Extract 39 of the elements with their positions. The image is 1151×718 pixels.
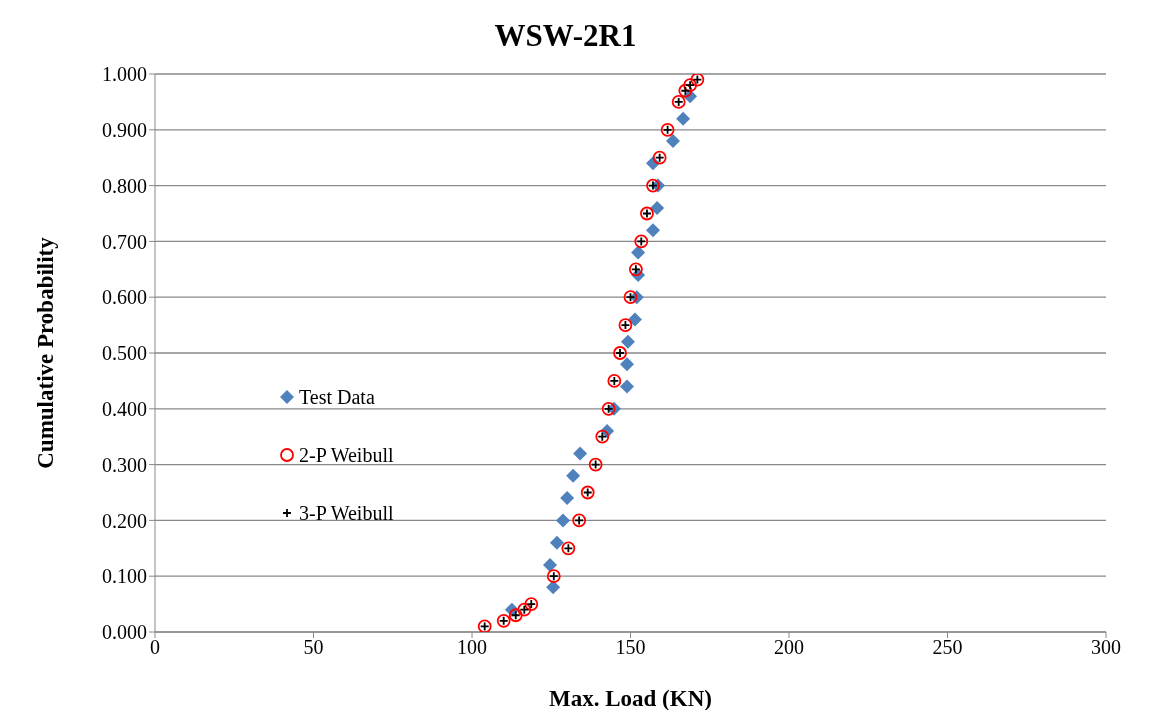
y-axis-title: Cumulative Probability [33, 236, 59, 469]
point [620, 379, 635, 394]
point [676, 111, 691, 126]
point [549, 535, 564, 550]
y-tick-label: 0.400 [102, 397, 147, 420]
point [560, 491, 575, 506]
y-tick-label: 0.600 [102, 286, 147, 309]
y-tick-label: 0.500 [102, 342, 147, 365]
chart-title: WSW-2R1 [493, 18, 638, 54]
point [573, 446, 588, 461]
legend-label: Test Data [299, 385, 375, 409]
y-tick-label: 0.100 [102, 565, 147, 588]
point [566, 468, 581, 483]
y-tick-label: 0.800 [102, 174, 147, 197]
x-tick-label: 300 [1091, 636, 1121, 659]
x-tick-label: 150 [615, 636, 646, 659]
point [646, 223, 661, 238]
x-tick-label: 200 [774, 636, 804, 659]
y-tick-label: 0.900 [102, 118, 147, 141]
x-tick-label: 50 [303, 636, 324, 659]
point [665, 133, 680, 148]
x-tick-label: 0 [150, 636, 160, 659]
point [555, 513, 570, 528]
x-tick-label: 250 [932, 636, 963, 659]
y-tick-label: 0.700 [102, 230, 147, 253]
point [620, 334, 635, 349]
y-tick-label: 0.000 [102, 621, 147, 644]
point [620, 357, 635, 372]
point [546, 580, 561, 595]
y-tick-label: 1.000 [102, 63, 147, 86]
legend-label: 3-P Weibull [299, 501, 394, 525]
y-tick-label: 0.300 [102, 453, 147, 476]
x-tick-label: 100 [457, 636, 487, 659]
point [542, 558, 557, 573]
point [650, 200, 665, 215]
point [627, 312, 642, 327]
point [631, 245, 646, 260]
y-tick-label: 0.200 [102, 509, 147, 532]
legend-label: 2-P Weibull [299, 443, 394, 467]
